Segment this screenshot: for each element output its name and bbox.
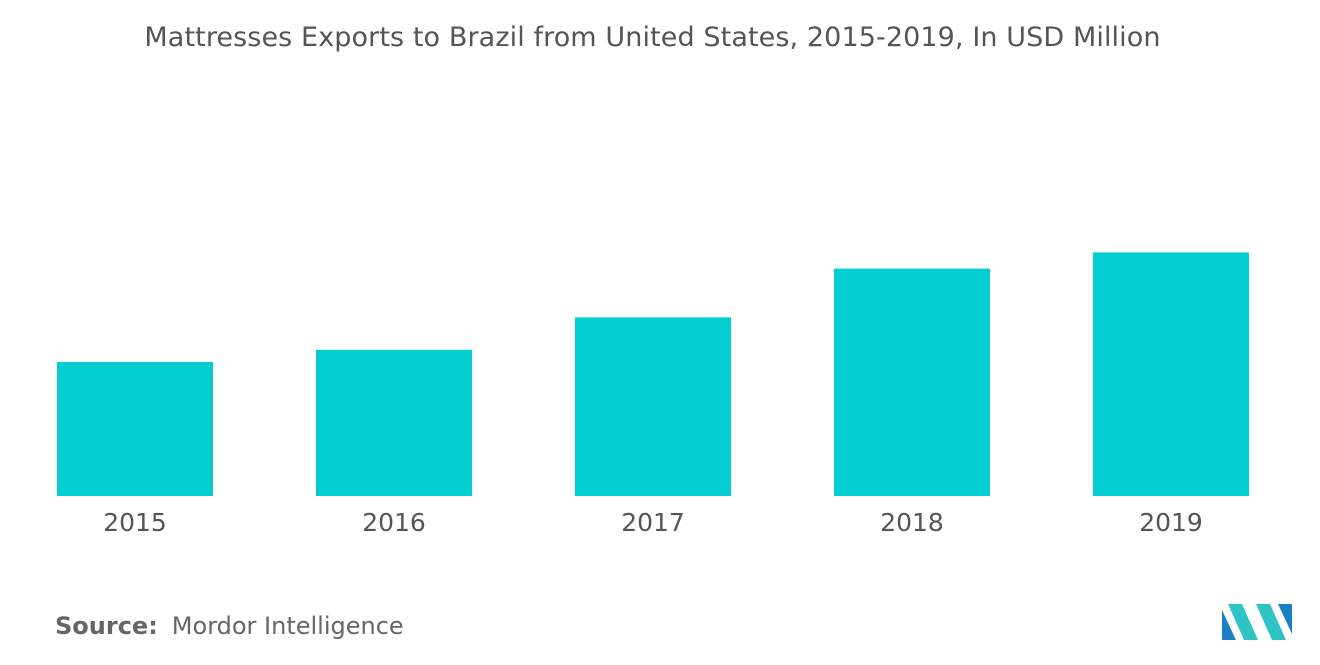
chart-title: Mattresses Exports to Brazil from United… <box>144 22 1161 53</box>
source-label: Source: <box>55 612 158 640</box>
x-tick-label-2015: 2015 <box>103 508 167 537</box>
x-tick-label-2018: 2018 <box>880 508 944 537</box>
x-tick-label-2017: 2017 <box>621 508 685 537</box>
bar-2015 <box>57 362 213 496</box>
source-text: Mordor Intelligence <box>171 612 404 640</box>
bar-2018 <box>834 268 990 496</box>
source-line: Source: Mordor Intelligence <box>55 612 404 640</box>
bar-2019 <box>1093 252 1249 496</box>
x-tick-label-2016: 2016 <box>362 508 426 537</box>
bar-2016 <box>316 349 472 496</box>
mordor-intelligence-logo-icon <box>1222 604 1292 640</box>
bar-2017 <box>575 317 731 496</box>
bar-chart: 2015 2016 2017 2018 2019 <box>57 252 1249 537</box>
x-tick-label-2019: 2019 <box>1139 508 1203 537</box>
